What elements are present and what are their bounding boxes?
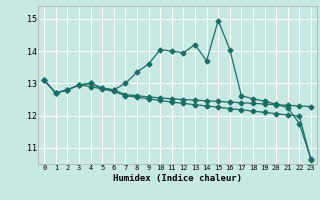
- X-axis label: Humidex (Indice chaleur): Humidex (Indice chaleur): [113, 174, 242, 183]
